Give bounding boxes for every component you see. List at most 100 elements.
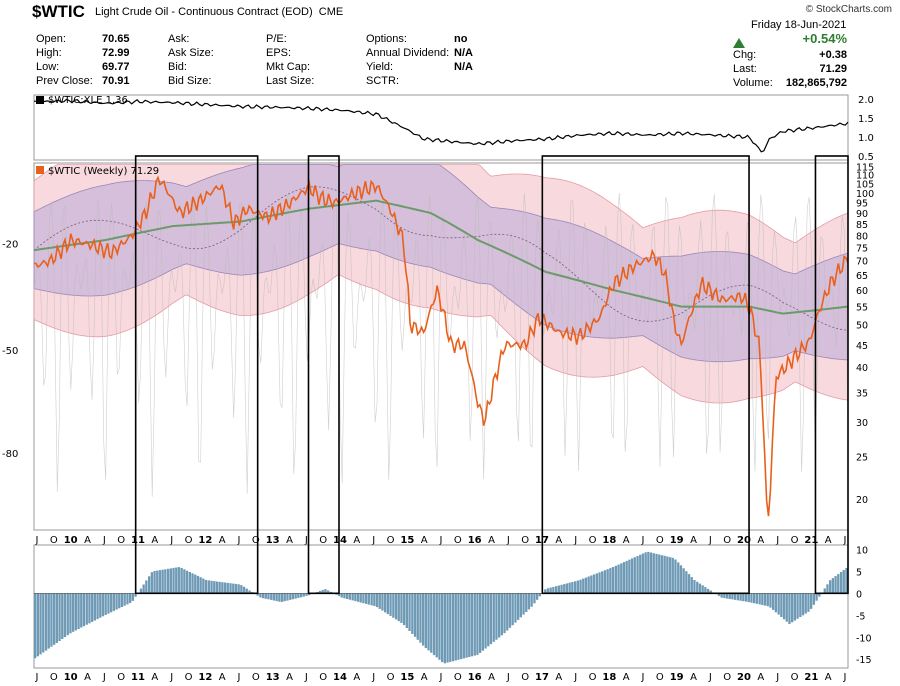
- histogram-bar: [44, 593, 48, 651]
- price-x-label: A: [353, 535, 360, 546]
- histogram-bar: [416, 593, 419, 640]
- histogram-bar: [202, 578, 205, 594]
- histogram-bar: [685, 571, 688, 594]
- histogram-bar: [150, 572, 154, 594]
- histogram-bar: [280, 593, 284, 602]
- histogram-bar: [248, 590, 251, 594]
- histogram-tick-label: 5: [856, 567, 862, 578]
- histogram-bar: [180, 568, 183, 594]
- histogram-bar: [750, 593, 753, 603]
- histogram-bar: [294, 593, 297, 599]
- histogram-bar: [647, 551, 650, 594]
- histogram-bar: [834, 576, 837, 594]
- price-x-label: 11: [131, 535, 145, 546]
- histogram-bar: [544, 589, 547, 594]
- histogram-bar: [620, 563, 623, 594]
- histogram-bar: [489, 593, 493, 645]
- histogram-bar: [598, 572, 601, 594]
- histogram-bar: [815, 593, 818, 601]
- histogram-x-label: O: [319, 672, 327, 683]
- histogram-x-label: J: [843, 672, 847, 683]
- histogram-tick-label: -10: [856, 633, 872, 644]
- price-tick-label: 20: [856, 495, 868, 506]
- histogram-x-label: A: [219, 672, 226, 683]
- price-x-label: 18: [602, 535, 616, 546]
- histogram-x-label: J: [169, 672, 173, 683]
- histogram-bar: [305, 593, 308, 596]
- quote-row: High: 72.99: [36, 47, 130, 59]
- histogram-bar: [454, 593, 457, 661]
- price-tick-label: 45: [856, 341, 868, 352]
- quote-row: Ask Size:: [168, 47, 214, 59]
- subtitle-text: Light Crude Oil - Continuous Contract (E…: [95, 6, 313, 18]
- histogram-bar: [476, 593, 479, 655]
- histogram-x-label: 19: [670, 672, 684, 683]
- histogram-bar: [845, 568, 848, 594]
- symbol-title: $WTIC: [32, 2, 85, 21]
- histogram-bar: [229, 583, 232, 594]
- histogram-bar: [158, 570, 162, 594]
- histogram-bar: [218, 581, 221, 594]
- left-tick-label: -50: [2, 346, 18, 357]
- histogram-bar: [576, 580, 580, 594]
- histogram-bar: [487, 593, 490, 647]
- histogram-bar: [438, 593, 441, 660]
- histogram-x-label: 11: [131, 672, 145, 683]
- triangle-up-icon: [733, 35, 745, 53]
- histogram-bar: [42, 593, 45, 653]
- histogram-x-label: O: [791, 672, 799, 683]
- price-x-label: O: [589, 535, 597, 546]
- histogram-bar: [720, 593, 723, 598]
- histogram-bar: [156, 570, 159, 594]
- histogram-bar: [522, 593, 525, 615]
- histogram-bar: [796, 593, 799, 619]
- histogram-bar: [446, 593, 449, 663]
- price-x-label: 15: [400, 535, 414, 546]
- histogram-bar: [196, 575, 200, 594]
- histogram-bar: [829, 580, 832, 594]
- histogram-bar: [514, 593, 517, 623]
- histogram-x-label: A: [690, 672, 697, 683]
- histogram-bar: [107, 593, 110, 614]
- ratio-tick-label: 1.5: [858, 114, 874, 125]
- price-x-label: 10: [64, 535, 78, 546]
- moving-average-line: [33, 199, 849, 315]
- histogram-bar: [267, 593, 270, 600]
- histogram-bar: [742, 593, 745, 602]
- histogram-bar: [302, 593, 305, 597]
- histogram-bar: [698, 583, 702, 594]
- histogram-bar: [343, 593, 346, 599]
- ratio-tick-label: 1.0: [858, 133, 874, 144]
- histogram-bar: [63, 593, 67, 638]
- histogram-bar: [826, 584, 829, 594]
- price-x-label: 19: [670, 535, 684, 546]
- histogram-bar: [362, 593, 365, 604]
- histogram-bar: [118, 593, 121, 609]
- histogram-bar: [574, 581, 577, 594]
- histogram-bar: [91, 593, 94, 622]
- histogram-bar: [563, 584, 566, 594]
- quote-row: Open: 70.65: [36, 33, 130, 45]
- histogram-bar: [161, 569, 164, 594]
- histogram-bar: [188, 572, 192, 594]
- price-x-label: A: [488, 535, 495, 546]
- histogram-tick-label: -5: [856, 611, 865, 622]
- price-x-label: 16: [468, 535, 482, 546]
- histogram-bar: [324, 589, 327, 594]
- histogram-bar: [682, 568, 685, 594]
- quote-row: Chg: +0.38: [733, 49, 847, 61]
- price-x-label: O: [521, 535, 529, 546]
- histogram-bar: [177, 567, 181, 594]
- quote-row: Yield: N/A: [366, 61, 473, 73]
- histogram-x-label: O: [50, 672, 58, 683]
- histogram-bar: [145, 580, 148, 594]
- histogram-bar: [110, 593, 113, 613]
- histogram-bar: [736, 593, 740, 601]
- histogram-bar: [397, 593, 400, 622]
- histogram-bar: [595, 573, 599, 594]
- price-x-label: A: [84, 535, 91, 546]
- histogram-bar: [291, 593, 295, 600]
- histogram-bar: [185, 570, 189, 594]
- price-tick-label: 95: [856, 199, 868, 210]
